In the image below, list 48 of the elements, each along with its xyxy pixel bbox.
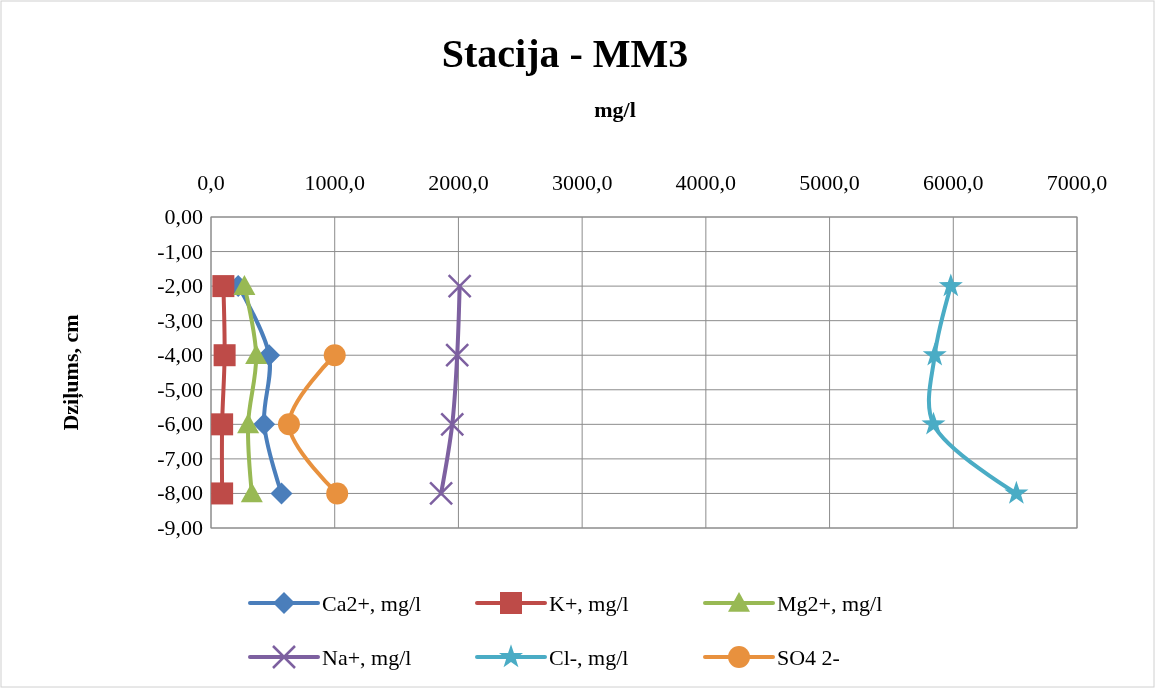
x-tick-label: 6000,0 xyxy=(923,170,984,195)
point xyxy=(428,481,454,506)
point xyxy=(921,411,946,435)
point xyxy=(439,412,465,437)
legend-label: Cl-, mg/l xyxy=(549,645,629,670)
legend-label: SO4 2- xyxy=(777,645,840,670)
legend-label: Ca2+, mg/l xyxy=(322,591,422,616)
y-tick-label: 0,00 xyxy=(164,204,203,229)
y-tick-label: -8,00 xyxy=(157,480,203,506)
point xyxy=(938,273,963,297)
x-tick-label: 1000,0 xyxy=(304,170,365,195)
point xyxy=(240,482,263,503)
legend-label: Na+, mg/l xyxy=(322,645,412,670)
point xyxy=(323,344,346,367)
x-axis-title: mg/l xyxy=(594,97,636,122)
point xyxy=(447,273,472,299)
point xyxy=(922,342,947,366)
x-tick-label: 2000,0 xyxy=(428,170,489,195)
y-tick-label: -6,00 xyxy=(157,411,203,437)
point xyxy=(237,413,260,434)
legend-label: Mg2+, mg/l xyxy=(777,591,883,616)
x-tick-label: 5000,0 xyxy=(799,170,860,195)
point xyxy=(233,275,256,295)
y-tick-label: -2,00 xyxy=(157,273,203,299)
chart-title: Stacija - MM3 xyxy=(441,31,689,76)
y-tick-label: -9,00 xyxy=(157,515,203,540)
point xyxy=(326,482,349,505)
y-tick-label: -5,00 xyxy=(157,376,203,402)
legend-label: K+, mg/l xyxy=(549,591,629,616)
point xyxy=(270,482,293,505)
point xyxy=(253,413,276,436)
x-tick-label: 4000,0 xyxy=(675,170,737,195)
point xyxy=(211,482,234,505)
x-tick-label: 0,0 xyxy=(197,170,225,195)
y-axis-title: Dziļums, cm xyxy=(58,314,84,431)
x-tick-label: 3000,0 xyxy=(551,170,613,195)
point xyxy=(444,342,470,368)
y-tick-label: -1,00 xyxy=(157,238,203,264)
y-tick-label: -7,00 xyxy=(157,445,203,471)
point xyxy=(213,344,236,367)
y-tick-label: -4,00 xyxy=(157,342,203,368)
x-tick-label: 7000,0 xyxy=(1046,170,1108,195)
point xyxy=(277,413,300,436)
point xyxy=(1004,480,1029,504)
point xyxy=(245,344,268,365)
y-tick-label: -3,00 xyxy=(157,307,203,333)
point xyxy=(212,275,235,298)
point xyxy=(211,413,234,436)
